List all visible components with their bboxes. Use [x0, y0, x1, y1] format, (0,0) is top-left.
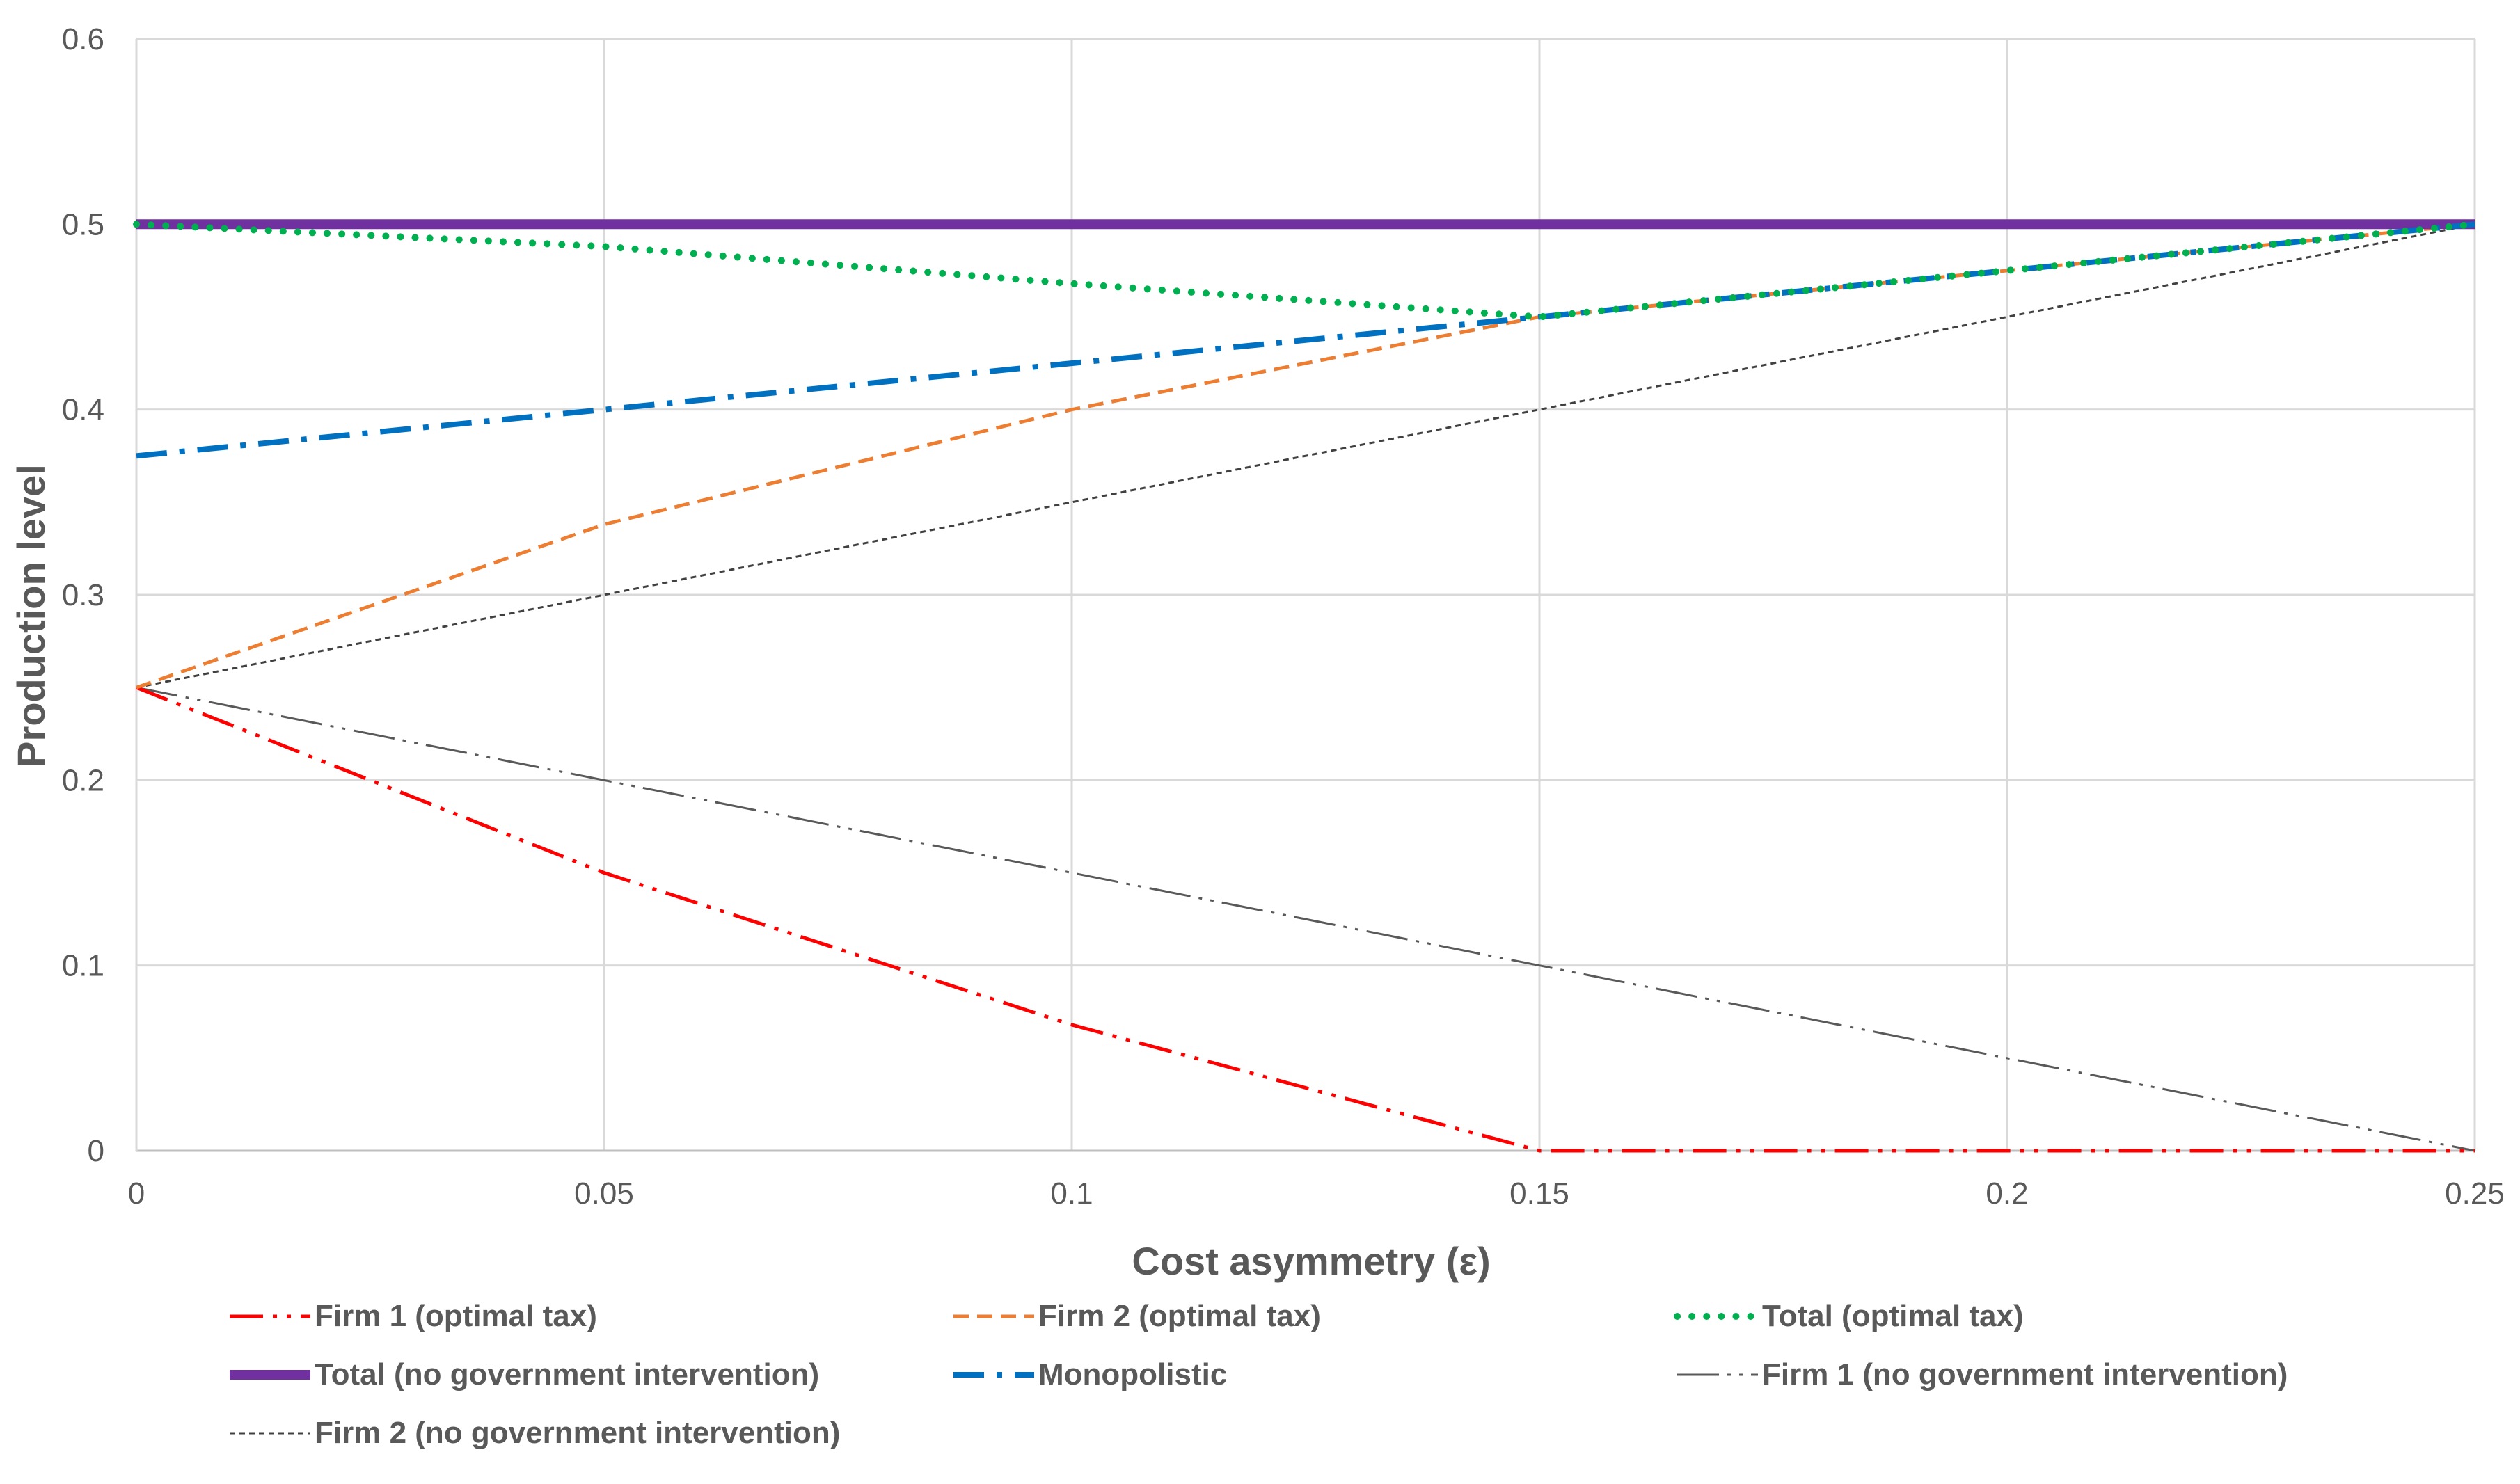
- y-tick-label: 0.6: [62, 22, 104, 56]
- legend-entry: Monopolistic: [953, 1357, 1227, 1391]
- series-line-1: [136, 685, 2475, 1153]
- y-axis-title: Production level: [9, 464, 53, 767]
- x-tick-label: 0.05: [574, 1176, 634, 1211]
- y-tick-label: 0.3: [62, 578, 104, 612]
- x-tick-label: 0: [128, 1176, 145, 1211]
- legend-entry: Total (optimal tax): [1674, 1299, 2024, 1333]
- y-tick-label: 0.2: [62, 763, 104, 797]
- legend-entry: Firm 2 (no government intervention): [230, 1416, 840, 1450]
- legend-label: Monopolistic: [1038, 1357, 1227, 1391]
- legend-label: Firm 2 (optimal tax): [1038, 1299, 1321, 1333]
- legend-entry: Firm 1 (no government intervention): [1677, 1357, 2288, 1391]
- y-tick-label: 0: [88, 1134, 104, 1168]
- series-line-7: [136, 223, 2475, 689]
- y-tick-label: 0.5: [62, 207, 104, 241]
- legend: Firm 1 (optimal tax) Firm 2 (optimal tax)…: [230, 1299, 2288, 1450]
- legend-label: Firm 2 (no government intervention): [315, 1416, 840, 1450]
- x-tick-label: 0.25: [2445, 1176, 2505, 1211]
- tick-labels: 0 0.1 0.2 0.3 0.4 0.5 0.6 0 0.05 0.1 0.15 0.2 0.25: [62, 22, 2505, 1211]
- legend-entry: Firm 2 (optimal tax): [953, 1299, 1321, 1333]
- x-axis-title: Cost asymmetry (ε): [1132, 1239, 1490, 1283]
- grid: [136, 38, 2476, 1151]
- y-tick-label: 0.4: [62, 393, 104, 427]
- legend-label: Firm 1 (no government intervention): [1762, 1357, 2288, 1391]
- legend-entry: Total (no government intervention): [230, 1357, 819, 1391]
- series: [133, 219, 2478, 1153]
- legend-entry: Firm 1 (optimal tax): [230, 1299, 597, 1333]
- y-tick-label: 0.1: [62, 949, 104, 983]
- series-line-6: [136, 686, 2475, 1152]
- legend-label: Total (optimal tax): [1762, 1299, 2024, 1333]
- x-tick-label: 0.15: [1509, 1176, 1569, 1211]
- series-line-5: [136, 221, 2475, 459]
- series-line-3: [133, 221, 2478, 321]
- legend-label: Total (no government intervention): [315, 1357, 819, 1391]
- legend-label: Firm 1 (optimal tax): [315, 1299, 597, 1333]
- x-tick-label: 0.2: [1986, 1176, 2028, 1211]
- x-tick-label: 0.1: [1050, 1176, 1093, 1211]
